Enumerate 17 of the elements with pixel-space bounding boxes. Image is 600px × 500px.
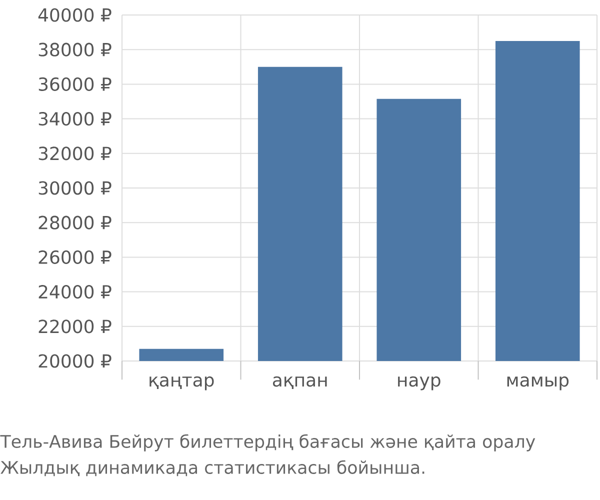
x-tick-label: мамыр <box>507 376 569 390</box>
text: Жылдық динамикада статистикасы бойынша. <box>0 460 424 476</box>
text: Тель-Авива Бейрут билеттердің бағасы және қайта оралу <box>0 434 536 452</box>
y-tick-label: 30000 ₽ <box>38 181 112 195</box>
y-tick-label: 24000 ₽ <box>38 284 112 299</box>
y-tick-label: 34000 ₽ <box>38 112 112 126</box>
x-tick-label: ақпан <box>272 376 327 389</box>
y-tick-label: 36000 ₽ <box>38 77 112 91</box>
x-tick-label: наур <box>398 376 440 390</box>
y-tick-label: 26000 ₽ <box>38 250 112 264</box>
x-tick-label: қаңтар <box>150 376 214 390</box>
y-tick-label: 32000 ₽ <box>38 146 112 160</box>
y-tick-label: 20000 ₽ <box>38 354 112 368</box>
y-tick-label: 38000 ₽ <box>38 42 112 56</box>
y-tick-label: 28000 ₽ <box>38 216 112 230</box>
y-tick-label: 22000 ₽ <box>38 320 112 334</box>
y-tick-label: 40000 ₽ <box>38 8 112 22</box>
